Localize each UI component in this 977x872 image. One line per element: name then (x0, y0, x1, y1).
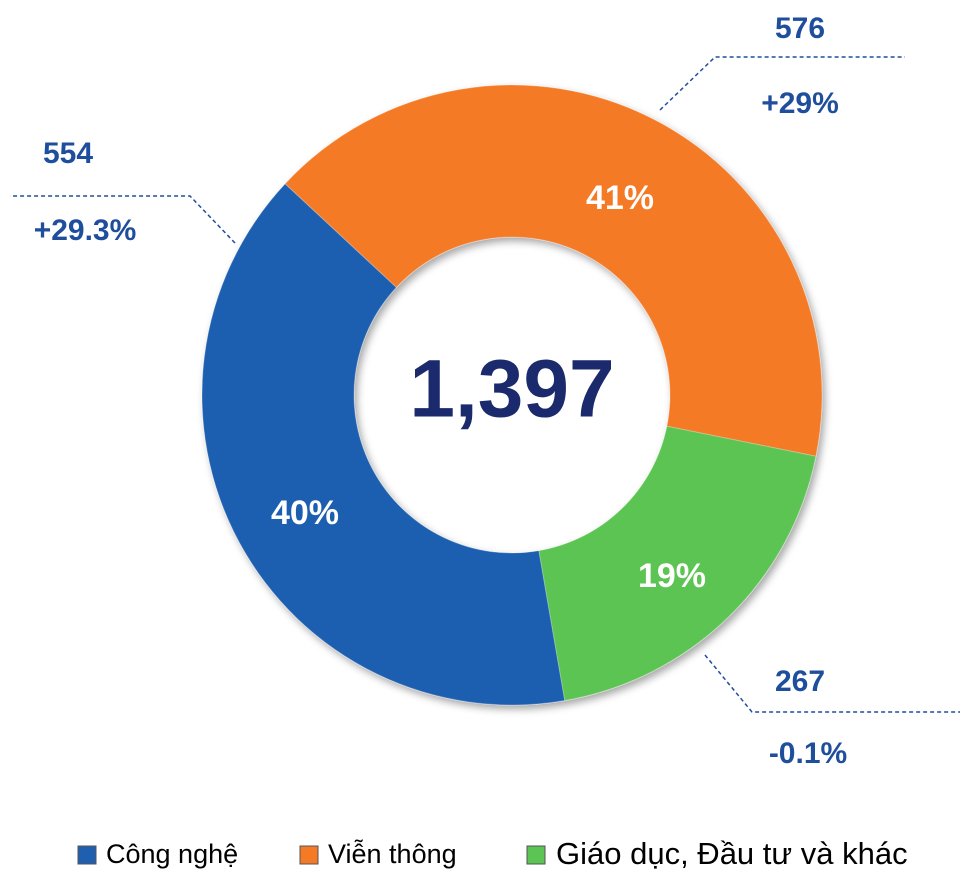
legend-label: Công nghệ (106, 839, 238, 869)
legend-label: Giáo dục, Đầu tư và khác (556, 836, 908, 871)
share-label: 40% (271, 494, 339, 532)
share-label: 41% (586, 179, 654, 217)
slice (201, 183, 566, 706)
growth-label: +29% (761, 87, 839, 120)
growth-label: -0.1% (769, 737, 847, 770)
value-label: 554 (43, 137, 93, 170)
leader-line (10, 195, 236, 244)
leader-line (659, 56, 905, 111)
total-label: 1,397 (409, 344, 614, 435)
value-label: 576 (775, 12, 825, 45)
leader-line (704, 654, 960, 713)
donut (201, 84, 823, 706)
legend-label: Viễn thông (328, 838, 457, 869)
slice (538, 425, 817, 702)
slice (284, 84, 823, 457)
legend-swatch (526, 845, 546, 865)
legend-swatch (77, 845, 97, 865)
legend-swatch (299, 845, 319, 865)
growth-label: +29.3% (34, 214, 137, 247)
value-label: 267 (775, 665, 825, 698)
share-label: 19% (638, 557, 706, 595)
